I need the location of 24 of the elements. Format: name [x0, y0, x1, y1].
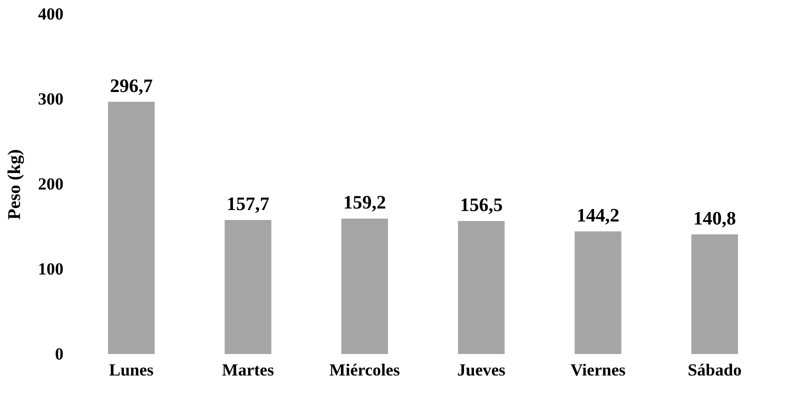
x-tick-label: Miércoles: [329, 360, 400, 380]
bar: [108, 102, 155, 354]
bar: [224, 220, 272, 354]
x-tick-label: Viernes: [570, 360, 626, 380]
data-label: 156,5: [460, 194, 503, 216]
x-tick-label: Lunes: [109, 360, 154, 380]
data-label: 157,7: [226, 194, 270, 215]
y-tick-label: 100: [38, 260, 64, 278]
y-tick-label: 0: [55, 344, 64, 364]
y-tick-label: 400: [38, 4, 64, 24]
bar: [341, 218, 388, 354]
y-tick-label: 300: [38, 90, 64, 108]
y-tick-label: 200: [38, 174, 64, 194]
y-axis-title: Peso (kg): [4, 149, 24, 220]
bar: [691, 234, 738, 354]
x-tick-label: Jueves: [457, 360, 506, 380]
bar: [458, 220, 505, 354]
data-label: 144,2: [576, 205, 620, 226]
x-tick-label: Sábado: [688, 360, 742, 380]
data-label: 159,2: [343, 192, 386, 214]
data-label: 296,7: [110, 76, 154, 97]
x-tick-label: Martes: [222, 360, 274, 380]
data-label: 140,8: [693, 208, 736, 230]
bar: [574, 231, 622, 354]
